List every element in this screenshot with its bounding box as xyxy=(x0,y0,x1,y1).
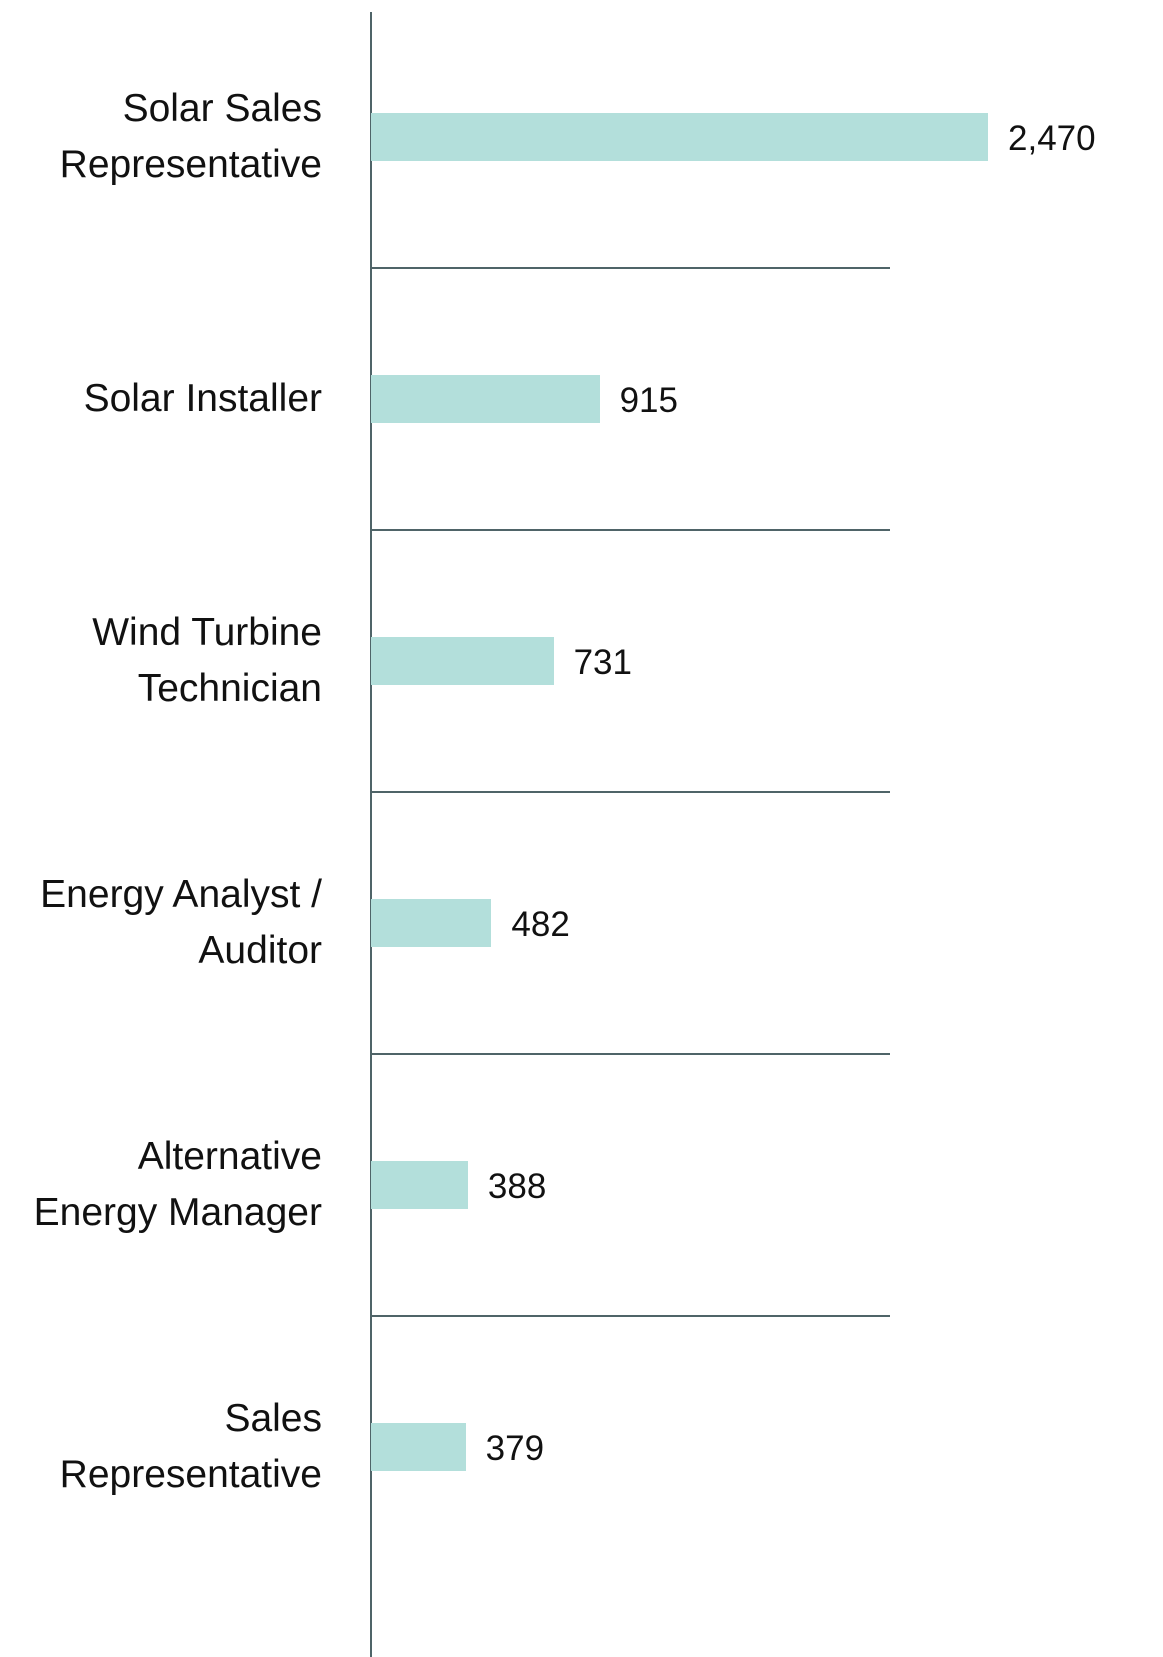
separator-line xyxy=(371,267,890,269)
category-label: Wind Turbine Technician xyxy=(92,611,322,710)
bar xyxy=(371,113,988,161)
bar xyxy=(371,637,554,685)
separator-line xyxy=(371,529,890,531)
category-label: Sales Representative xyxy=(59,1397,322,1496)
separator-line xyxy=(371,1053,890,1055)
value-label: 379 xyxy=(485,1429,545,1468)
value-label: 2,470 xyxy=(1008,119,1096,158)
category-label: Energy Analyst / Auditor xyxy=(40,873,322,972)
category-label: Alternative Energy Manager xyxy=(33,1135,322,1234)
axis-line xyxy=(370,12,372,1657)
category-label: Solar Installer xyxy=(83,377,322,420)
value-label: 731 xyxy=(573,643,632,682)
bar xyxy=(371,1423,466,1471)
separator-line xyxy=(371,791,890,793)
value-label: 482 xyxy=(511,905,570,944)
separator-line xyxy=(371,1315,890,1317)
bar xyxy=(371,1161,468,1209)
value-label: 915 xyxy=(619,381,678,420)
bar xyxy=(371,899,492,947)
bar xyxy=(371,375,600,423)
value-label: 388 xyxy=(487,1167,547,1206)
category-label: Solar Sales Representative xyxy=(59,87,322,186)
